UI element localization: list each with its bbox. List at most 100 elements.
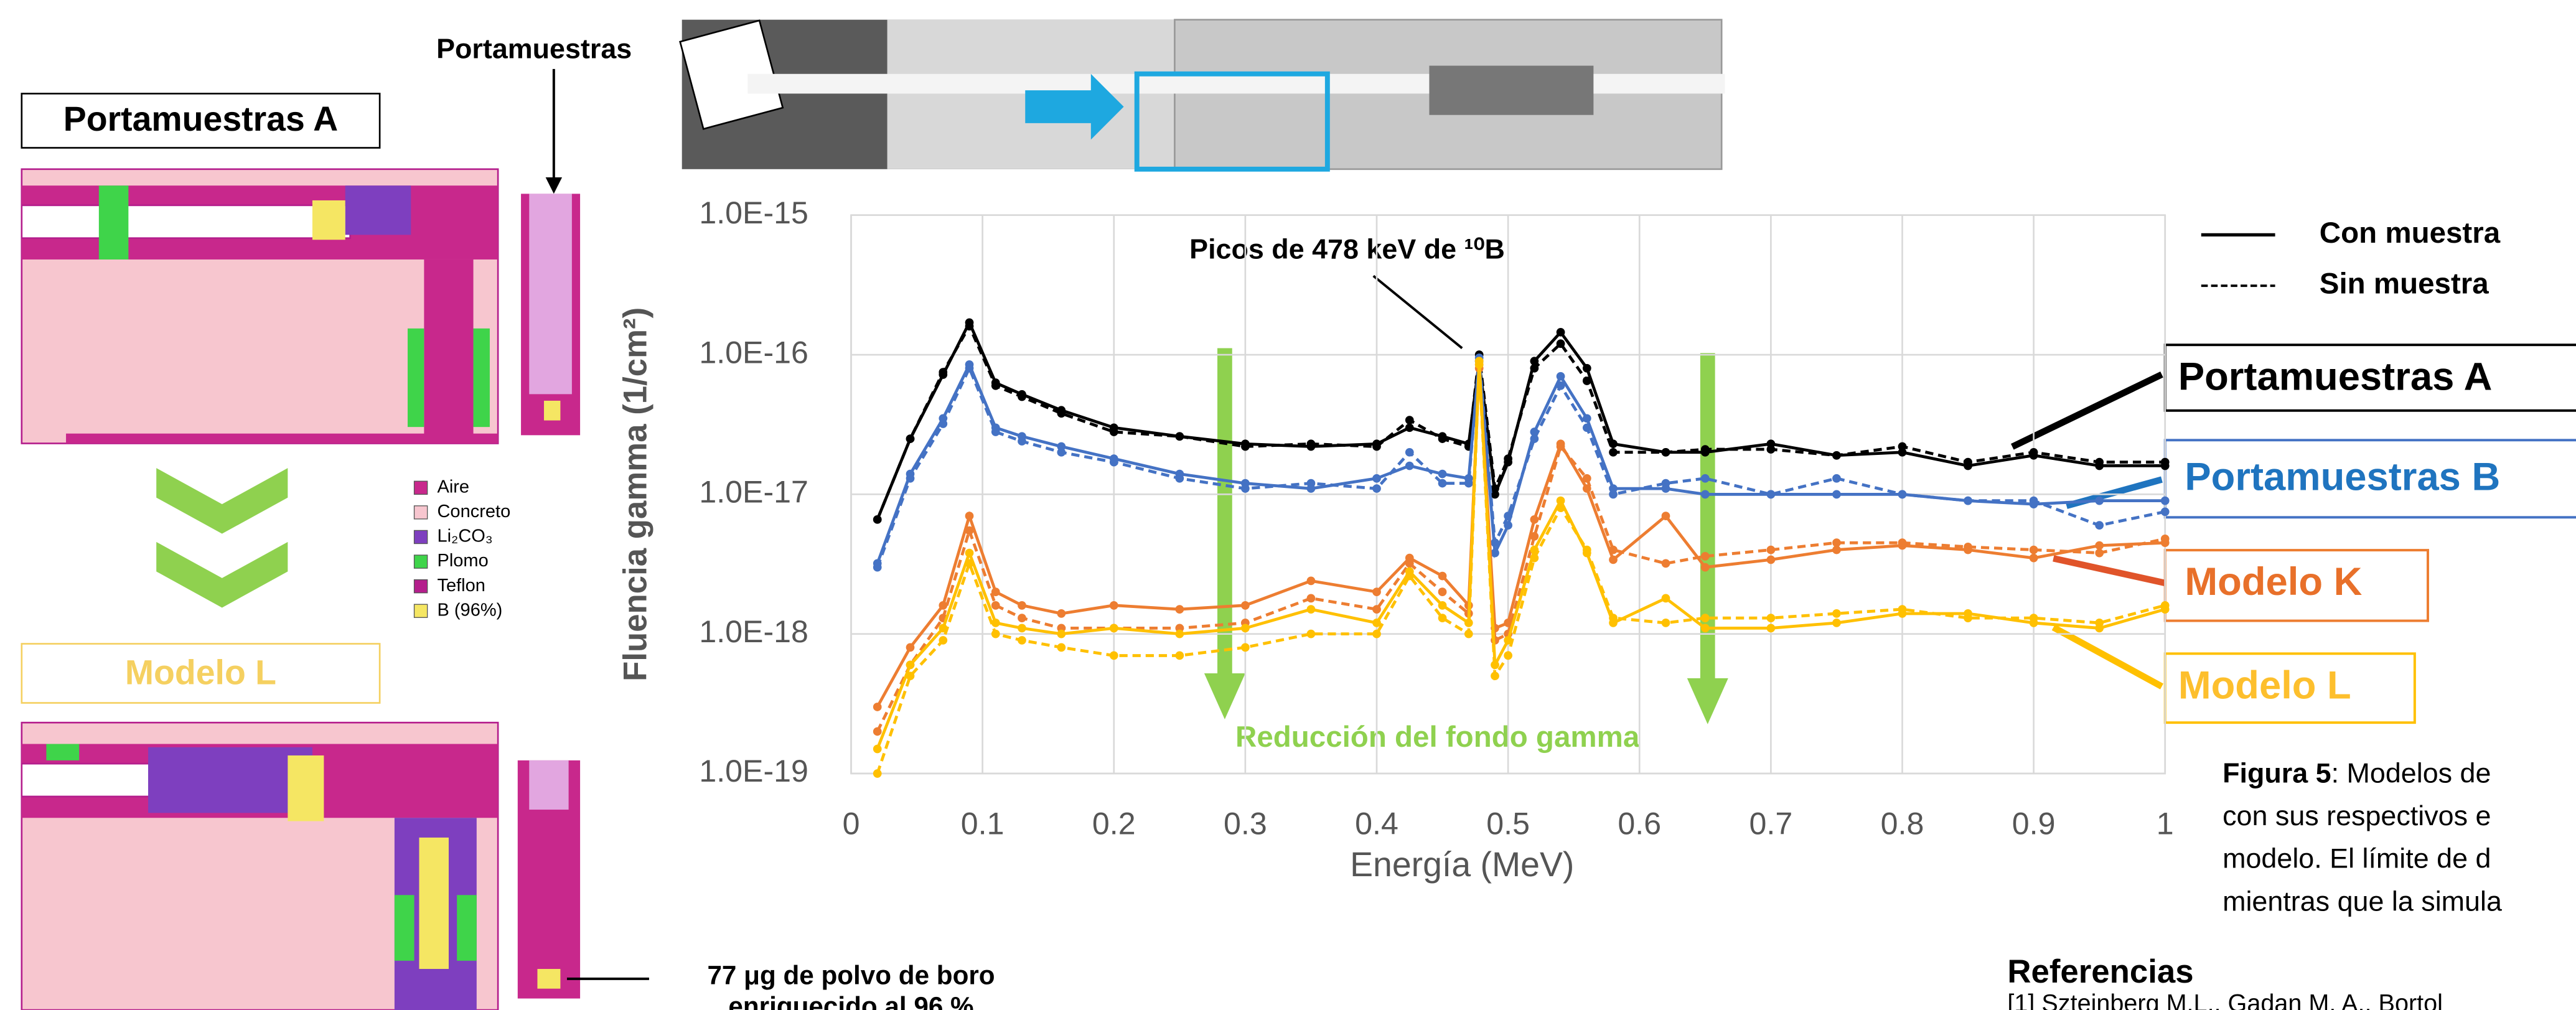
data-point	[1530, 364, 1539, 373]
data-point	[1175, 652, 1184, 660]
data-point	[1405, 448, 1414, 457]
y-tick-label: 1.0E-17	[699, 475, 808, 510]
boron-note: enriquecido al 96 %	[728, 992, 973, 1010]
data-point	[1307, 605, 1316, 614]
y-tick-label: 1.0E-18	[699, 614, 808, 649]
material-label: B (96%)	[437, 600, 502, 620]
data-point	[965, 364, 974, 373]
x-tick-label: 0.4	[1355, 807, 1398, 841]
data-point	[1175, 605, 1184, 614]
data-point	[1405, 559, 1414, 568]
material-label: Concreto	[437, 502, 510, 521]
model-l-drawing-part	[395, 895, 415, 961]
data-point	[1609, 556, 1618, 564]
annotation-arrow	[1374, 276, 1463, 348]
chevrons	[156, 468, 288, 607]
data-point	[906, 661, 915, 670]
data-point	[906, 434, 915, 443]
x-tick-label: 0.2	[1092, 807, 1136, 841]
data-point	[1832, 609, 1841, 618]
data-point	[1832, 451, 1841, 460]
legend-label: Sin muestra	[2320, 268, 2489, 301]
data-point	[1241, 643, 1250, 652]
data-point	[1662, 559, 1670, 568]
data-point	[1241, 442, 1250, 451]
reduction-arrows-part	[1687, 678, 1728, 724]
model-l-drawing-part	[537, 969, 560, 989]
boron-note: 77 μg de polvo de boro	[707, 960, 995, 989]
model-a-drawing-part	[22, 205, 350, 238]
data-point	[2030, 614, 2038, 622]
data-point	[1767, 624, 1776, 633]
material-label: Li₂CO₃	[437, 526, 492, 546]
data-point	[939, 636, 947, 645]
data-point	[1557, 339, 1565, 348]
data-point	[939, 368, 947, 376]
data-point	[1372, 474, 1381, 483]
series-pointers-part	[2053, 558, 2165, 583]
data-point	[906, 474, 915, 483]
data-point	[991, 630, 1000, 638]
data-point	[1438, 434, 1447, 443]
data-point	[1175, 630, 1184, 638]
data-point	[2030, 448, 2038, 457]
data-point	[1307, 630, 1316, 638]
data-point	[1405, 462, 1414, 470]
data-point	[2161, 601, 2170, 610]
data-point	[965, 549, 974, 558]
data-point	[1662, 512, 1670, 520]
annotation: Picos de 478 keV de ¹⁰B	[1189, 233, 1505, 265]
data-point	[1018, 601, 1026, 610]
data-point	[991, 601, 1000, 610]
data-point	[1464, 630, 1473, 638]
data-point	[1530, 554, 1539, 563]
x-tick-label: 0.8	[1881, 807, 1924, 841]
data-point	[873, 769, 882, 778]
data-point	[1701, 614, 1710, 622]
model-a-drawing-part	[66, 434, 498, 444]
data-point	[1898, 442, 1907, 451]
material-label: Plomo	[437, 551, 488, 571]
series-line	[878, 368, 2165, 707]
legend-label: Con muestra	[2320, 217, 2501, 250]
model-a-drawing-part	[408, 329, 424, 427]
data-point	[1438, 470, 1447, 479]
x-tick-label: 1	[2157, 807, 2174, 841]
data-point	[1057, 448, 1066, 457]
x-tick-label: 0.3	[1224, 807, 1267, 841]
data-point	[939, 419, 947, 428]
data-point	[1583, 376, 1591, 385]
caption: con sus respectivos e	[2222, 800, 2491, 831]
data-point	[1018, 614, 1026, 622]
data-point	[2161, 535, 2170, 543]
data-point	[1438, 572, 1447, 581]
data-point	[2161, 508, 2170, 517]
model-l-label: Modelo L	[125, 653, 276, 691]
model-a-drawing-part	[345, 185, 411, 235]
data-point	[2095, 549, 2104, 558]
data-point	[1767, 490, 1776, 498]
x-tick-label: 0.7	[1749, 807, 1793, 841]
model-l-drawing	[22, 722, 580, 1010]
series-label: Portamuestras B	[2185, 455, 2500, 498]
data-point	[965, 512, 974, 520]
model-a-drawing-part	[474, 329, 490, 427]
data-point	[1662, 594, 1670, 603]
reduction-arrows-part	[1217, 348, 1232, 676]
caption-text: : Modelos de	[2331, 757, 2491, 788]
series-pointers-part	[2012, 375, 2161, 447]
data-point	[1898, 490, 1907, 498]
data-point	[873, 515, 882, 524]
data-point	[1767, 445, 1776, 454]
y-tick-label: 1.0E-19	[699, 754, 808, 788]
data-point	[1701, 490, 1710, 498]
caption: mientras que la simula	[2222, 885, 2502, 917]
data-point	[906, 643, 915, 652]
data-point	[1557, 372, 1565, 381]
model-a-label: Portamuestras A	[63, 100, 338, 138]
chevrons-part	[156, 542, 288, 608]
data-point	[1898, 605, 1907, 614]
model-l-drawing-part	[529, 760, 568, 810]
data-point	[1057, 630, 1066, 638]
references-title: Referencias	[2007, 953, 2193, 990]
